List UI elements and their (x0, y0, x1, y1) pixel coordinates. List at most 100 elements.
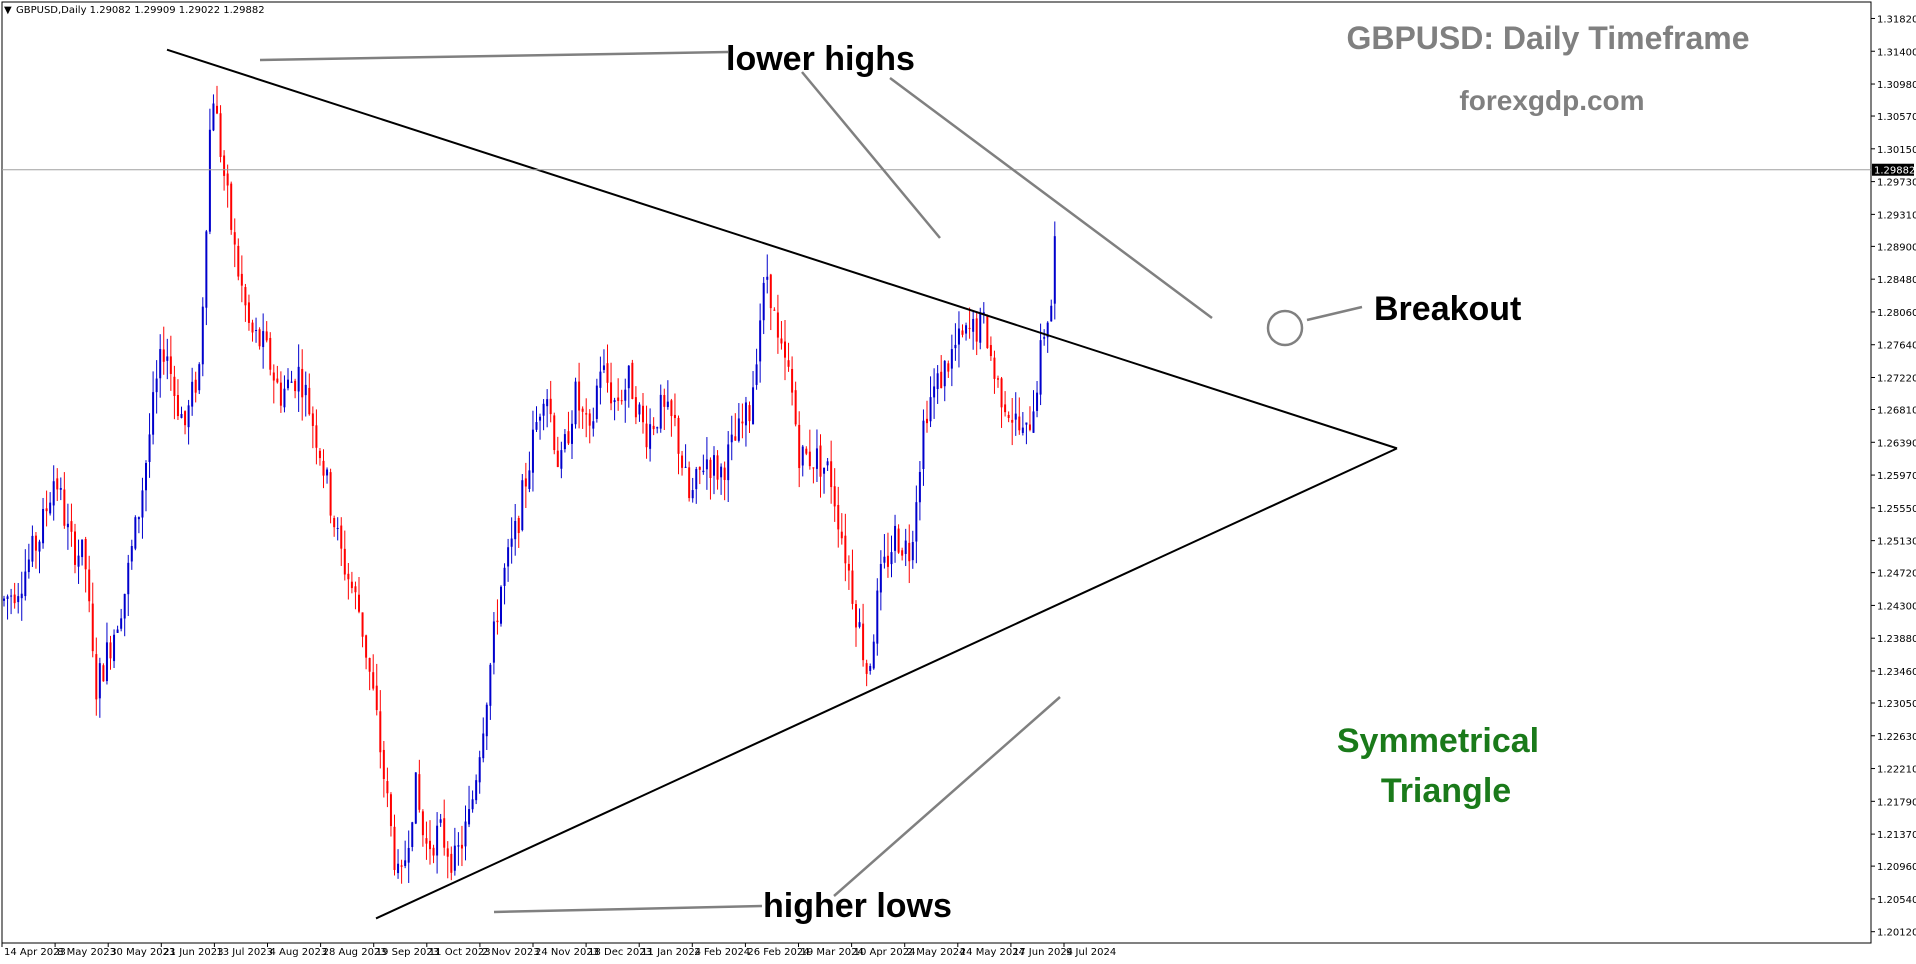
candle-body (840, 531, 843, 539)
chart-title: GBPUSD: Daily Timeframe (1346, 20, 1749, 56)
candle-body (1028, 424, 1031, 430)
y-tick-label: 1.26390 (1877, 438, 1916, 449)
candle-body (13, 594, 16, 604)
candle-body (74, 531, 76, 565)
candle-body (1050, 305, 1053, 322)
x-tick-label: 4 Aug 2023 (270, 947, 328, 958)
candle-body (737, 418, 740, 441)
candle-body (240, 273, 243, 286)
candle-body (70, 521, 73, 532)
candle-body (989, 345, 992, 357)
symbol-dropdown-icon[interactable]: ▼ (4, 5, 12, 16)
candle-body (446, 848, 449, 857)
symbol-info: GBPUSD,Daily 1.29082 1.29909 1.29022 1.2… (16, 5, 265, 16)
y-tick-label: 1.28060 (1877, 308, 1916, 319)
candle-body (528, 470, 531, 489)
candle-body (81, 539, 84, 558)
candle-body (187, 405, 190, 428)
candle-body (670, 400, 673, 417)
candle-body (755, 364, 758, 385)
candle-body (869, 666, 872, 671)
candle-body (500, 586, 502, 624)
candle-body (602, 365, 605, 370)
candle-body (876, 590, 879, 644)
candle-body (460, 844, 463, 849)
candle-body (429, 840, 431, 850)
candle-body (489, 664, 492, 706)
candle-body (773, 309, 776, 311)
candle-body (205, 231, 208, 308)
candle-body (723, 467, 726, 480)
candle-body (17, 596, 20, 603)
candle-body (315, 425, 318, 448)
candle-body (340, 525, 343, 549)
candle-body (336, 527, 339, 529)
x-tick-label: 2 May 2024 (907, 947, 966, 958)
candle-body (567, 431, 570, 444)
candle-body (343, 548, 346, 575)
candle-body (553, 415, 556, 451)
candle-body (31, 535, 34, 562)
y-tick-label: 1.25970 (1877, 471, 1916, 482)
candle-body (251, 322, 254, 333)
candle-body (368, 657, 371, 672)
candle-body (610, 382, 613, 404)
candle-body (585, 413, 588, 415)
candle-body (301, 368, 304, 398)
y-tick-label: 1.21370 (1877, 830, 1916, 841)
candle-body (56, 478, 59, 490)
y-tick-label: 1.27640 (1877, 341, 1916, 352)
candle-body (294, 380, 297, 392)
x-tick-label: 9 Jul 2024 (1066, 947, 1116, 958)
candle-body (688, 467, 691, 499)
candle-body (762, 282, 765, 321)
candle-body (24, 571, 27, 597)
candle-body (198, 364, 201, 391)
candle-body (716, 455, 719, 480)
candle-body (130, 546, 133, 562)
candle-body (759, 320, 762, 362)
candle-body (517, 517, 520, 534)
candle-body (507, 547, 510, 567)
candle-body (531, 429, 534, 473)
candle-body (844, 535, 847, 564)
candle-body (986, 315, 989, 349)
candle-body (784, 341, 786, 358)
y-tick-label: 1.20540 (1877, 895, 1916, 906)
candle-body (482, 733, 485, 759)
candle-body (372, 672, 375, 689)
candle-body (155, 378, 158, 393)
candle-body (269, 337, 272, 370)
candle-body (734, 436, 737, 441)
candle-body (1046, 322, 1049, 338)
candle-body (283, 388, 286, 408)
candle-body (450, 853, 453, 873)
x-tick-label: 10 Apr 2024 (854, 947, 916, 958)
candle-body (631, 362, 634, 399)
annotation-connectors (259, 50, 1363, 914)
y-tick-label: 1.25550 (1877, 504, 1916, 515)
candle-body (326, 469, 329, 476)
candle-body (393, 826, 396, 870)
candle-body (918, 471, 921, 503)
candle-body (20, 593, 23, 599)
candle-body (748, 405, 751, 422)
candle-body (730, 434, 733, 443)
candle-body (386, 781, 389, 794)
candle-body (354, 586, 357, 593)
candle-body (1053, 236, 1056, 304)
current-price-label: 1.29882 (1874, 166, 1915, 177)
candle-body (375, 685, 378, 711)
candle-body (262, 331, 265, 348)
plot-frame (1, 1, 1872, 944)
candle-body (265, 331, 268, 341)
candle-body (322, 460, 325, 476)
x-tick-label: 17 Jun 2024 (1013, 947, 1073, 958)
candle-body (581, 408, 584, 412)
candle-body (127, 562, 130, 595)
candle-body (677, 417, 680, 454)
candle-body (862, 623, 865, 661)
current-price-box (1872, 163, 1914, 176)
candle-body (478, 757, 481, 783)
y-tick-label: 1.30980 (1877, 80, 1916, 91)
